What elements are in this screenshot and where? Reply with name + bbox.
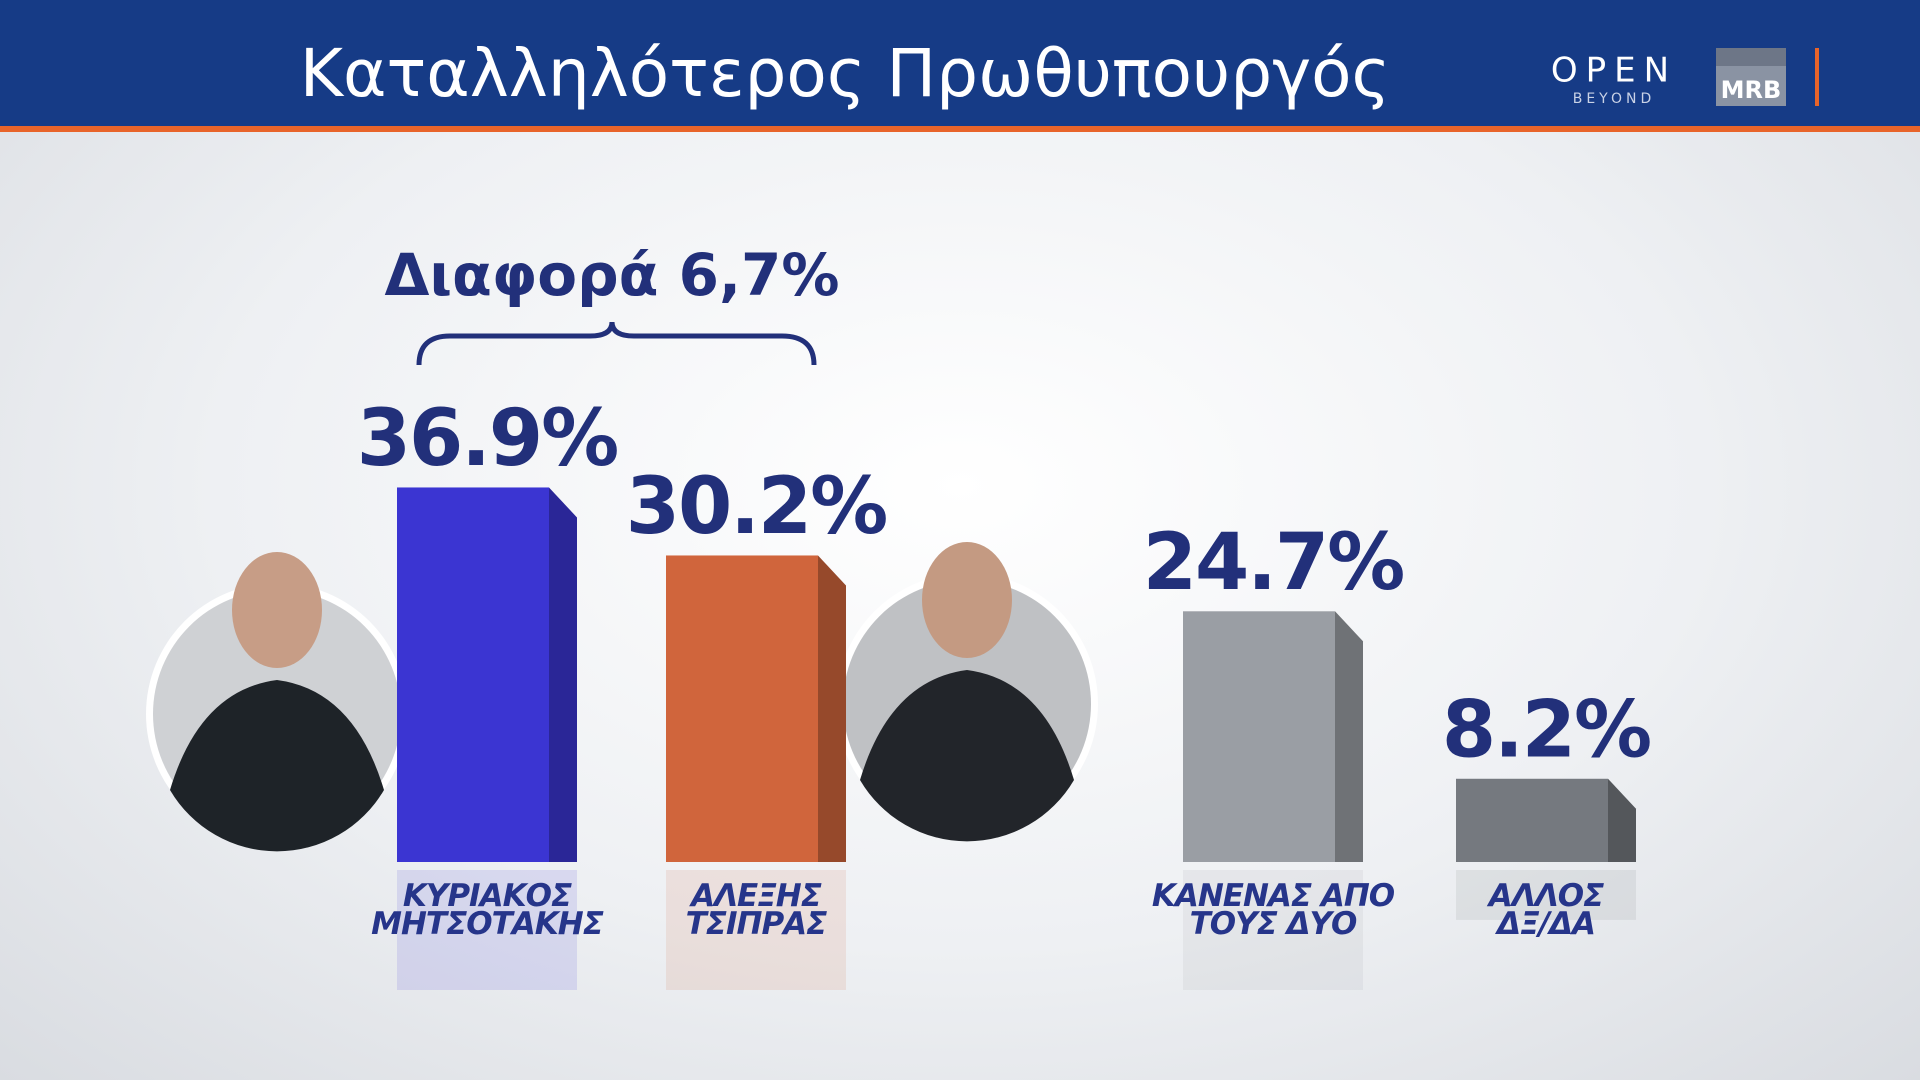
bar <box>397 487 549 862</box>
header-rule <box>0 126 1920 132</box>
bar-reflection <box>666 870 846 990</box>
pollster-logo-top <box>1716 48 1786 66</box>
value-label: 24.7% <box>1143 518 1404 608</box>
value-label: 36.9% <box>357 394 618 484</box>
bar-side <box>818 555 846 862</box>
bar-side <box>549 487 577 862</box>
category-label: ΚΑΝΕΝΑΣ ΑΠΟ ΤΟΥΣ ΔΥΟ <box>1151 878 1395 942</box>
photo-figure <box>860 670 1074 842</box>
bar-side <box>1608 778 1636 862</box>
channel-logo: OPEN <box>1551 51 1677 91</box>
category-label: ΑΛΛΟΣ ΔΞ/ΔΑ <box>1488 878 1605 942</box>
photo-mitsotakis <box>146 552 408 852</box>
bar-reflection <box>1456 870 1636 920</box>
photo-tsipras <box>836 542 1098 842</box>
bar <box>1183 611 1335 862</box>
photo-face <box>232 552 322 668</box>
chart-title: Καταλληλότερος Πρωθυπουργός <box>300 35 1391 112</box>
header-band <box>0 0 1920 126</box>
photo-face <box>922 542 1012 658</box>
photo-figure <box>170 680 384 852</box>
difference-annotation: Διαφορά 6,7% <box>385 241 840 309</box>
difference-brace <box>416 321 817 366</box>
logo-divider <box>1815 48 1819 106</box>
value-label: 30.2% <box>626 462 887 552</box>
bar-side <box>1335 611 1363 862</box>
pollster-logo: MRB <box>1721 76 1782 104</box>
channel-tagline: BEYOND <box>1573 91 1656 107</box>
category-label: ΚΥΡΙΑΚΟΣ ΜΗΤΣΟΤΑΚΗΣ <box>371 878 604 942</box>
bar-reflection <box>1183 870 1363 990</box>
value-label: 8.2% <box>1442 685 1650 775</box>
category-label: ΑΛΕΞΗΣ ΤΣΙΠΡΑΣ <box>685 878 828 942</box>
bar <box>1456 778 1608 862</box>
bar-reflection <box>397 870 577 990</box>
bar <box>666 555 818 862</box>
